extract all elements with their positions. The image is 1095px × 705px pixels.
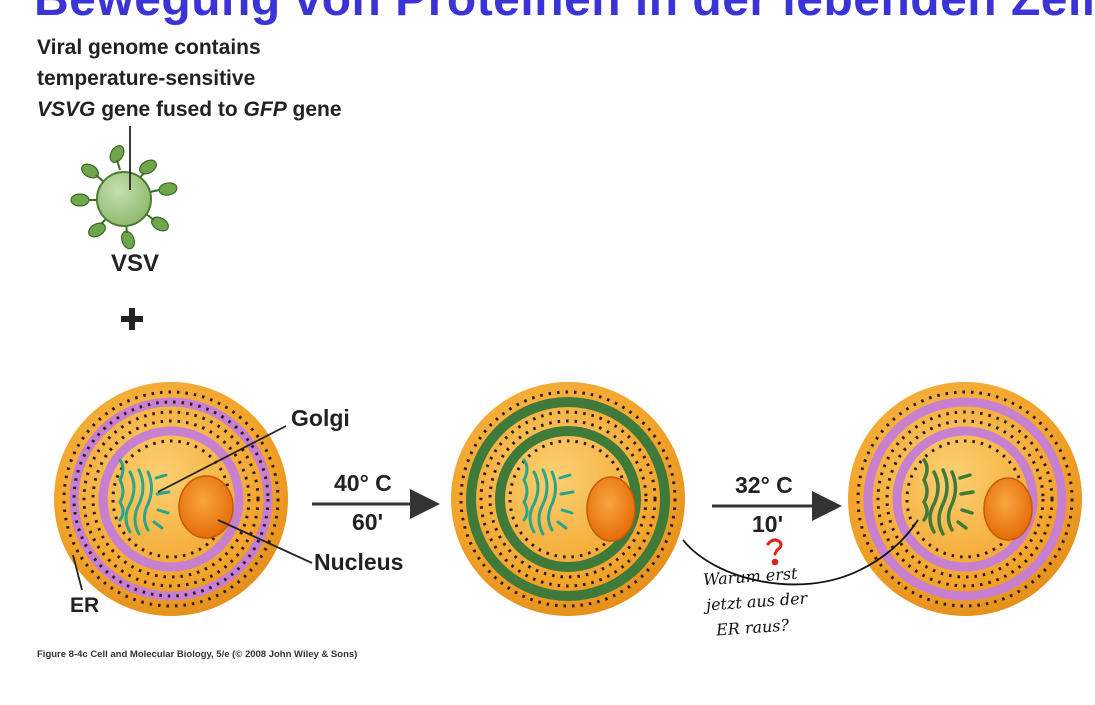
cell-1-initial — [54, 382, 288, 616]
cell-1-leader-lines — [72, 425, 313, 591]
page-title: Bewegung von Proteinen in der lebenden Z… — [34, 0, 1095, 27]
cell-3-golgi-arrived — [848, 382, 1082, 616]
vsv-label: VSV — [111, 250, 160, 277]
virus-caption-line-3: VSVG gene fused to GFP gene — [37, 98, 342, 122]
step-1-temperature: 40° C — [334, 470, 392, 496]
vsvg-gene-name: VSVG — [37, 98, 96, 121]
step-2-duration: 10' — [752, 511, 784, 537]
cell-2-er-retained — [451, 382, 685, 616]
virus-caption-line-2: temperature-sensitive — [37, 67, 256, 90]
plus-sign — [121, 308, 143, 330]
vsv-virus-icon — [70, 126, 178, 250]
nucleus-label: Nucleus — [314, 549, 404, 575]
virus-caption-line-1: Viral genome contains — [37, 36, 261, 59]
step-2-temperature: 32° C — [735, 472, 793, 498]
step-1-duration: 60' — [352, 509, 384, 535]
question-mark-icon — [766, 538, 783, 566]
er-label: ER — [70, 594, 100, 617]
golgi-cell-3 — [922, 458, 975, 536]
gfp-gene-name: GFP — [243, 98, 287, 121]
caption-end-text: gene — [286, 98, 342, 121]
golgi-cell-2 — [522, 458, 575, 536]
caption-mid-text: gene fused to — [95, 98, 244, 121]
golgi-label: Golgi — [291, 405, 350, 431]
golgi-cell-1 — [118, 458, 171, 536]
figure-credit: Figure 8-4c Cell and Molecular Biology, … — [37, 649, 358, 660]
handwritten-curve — [682, 519, 919, 586]
